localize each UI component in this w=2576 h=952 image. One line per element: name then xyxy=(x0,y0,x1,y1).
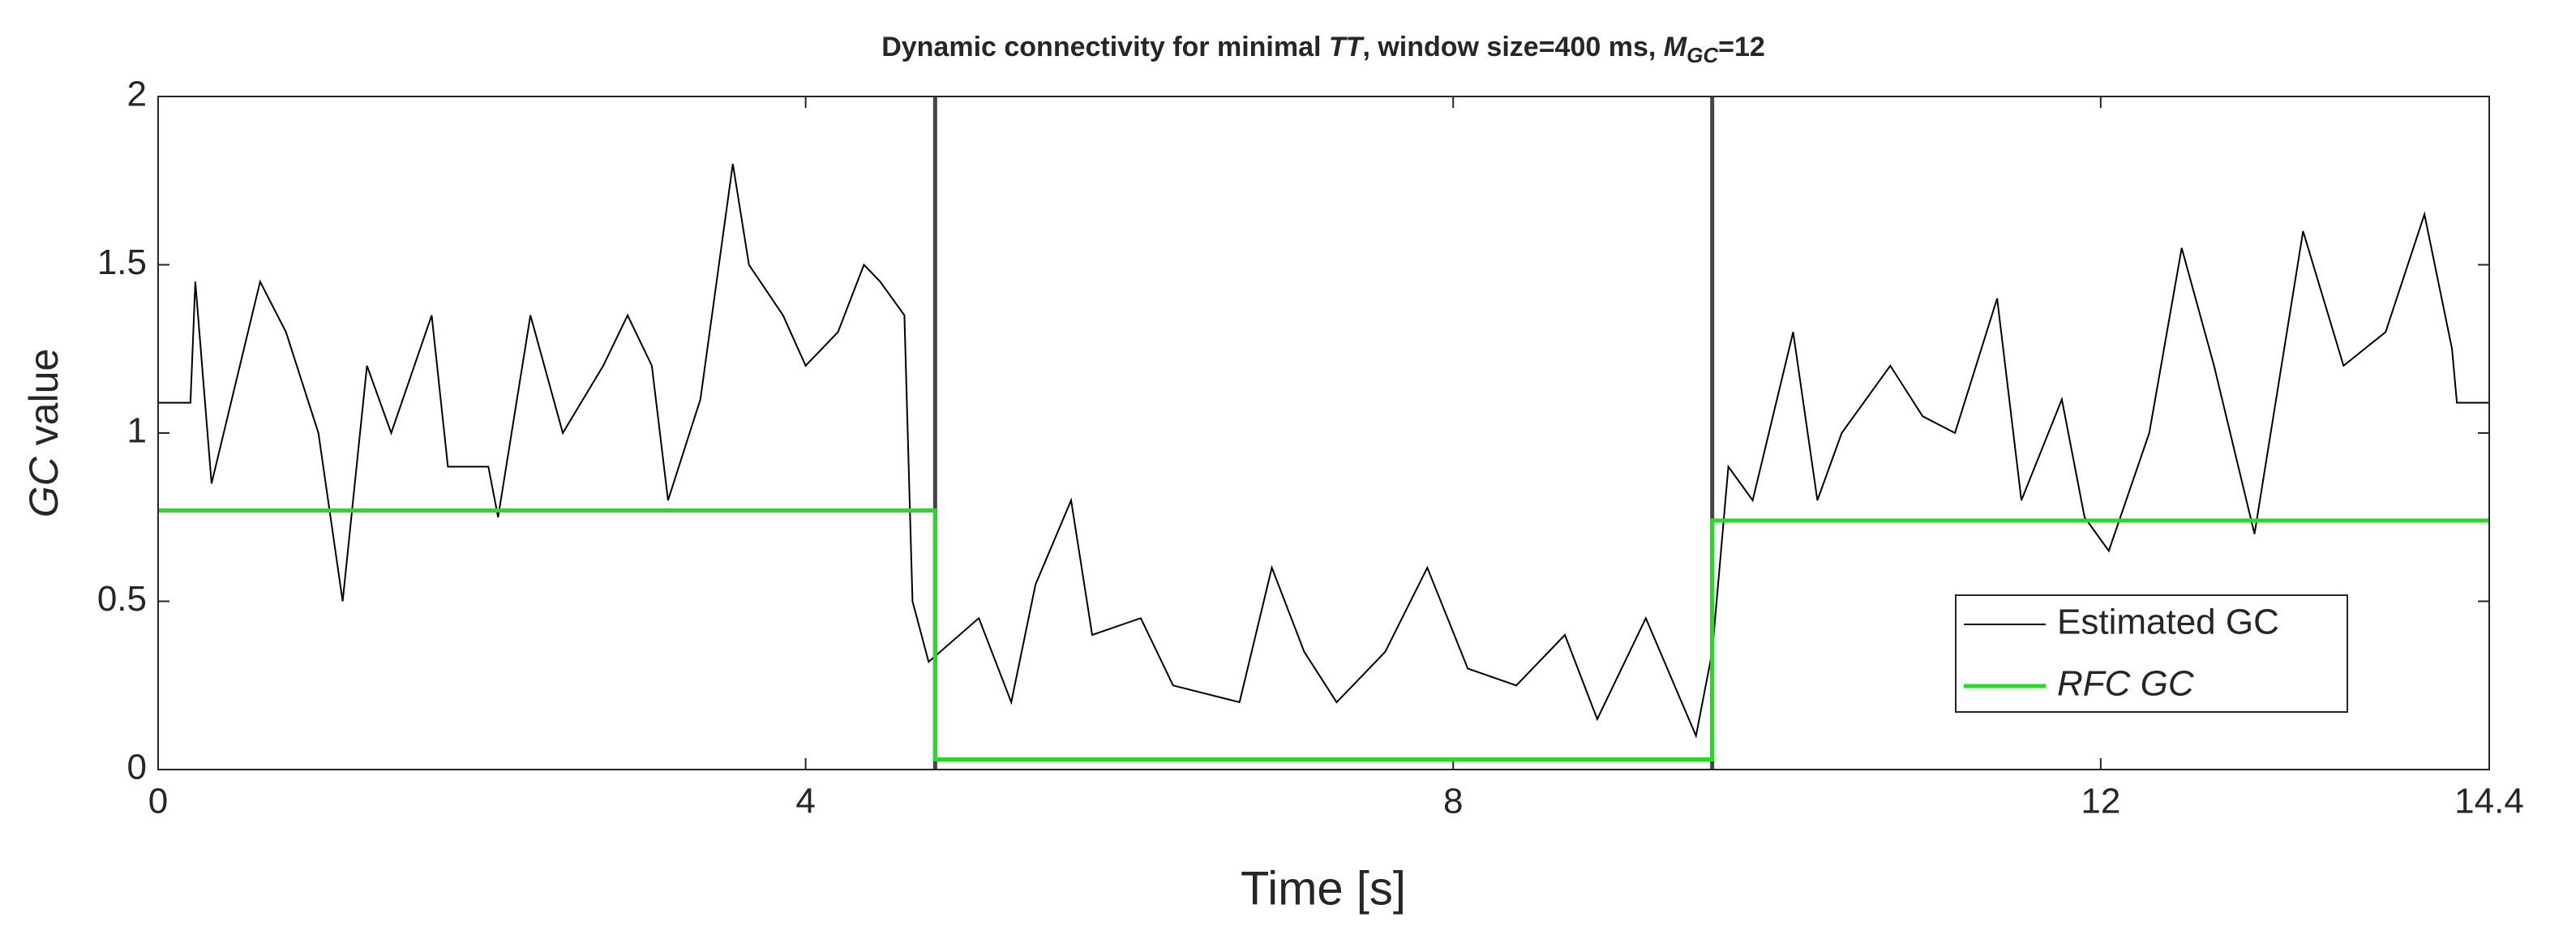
title-part: GC xyxy=(1687,43,1719,67)
y-tick-label: 0 xyxy=(127,748,147,787)
title-part: , window size=400 ms, xyxy=(1362,32,1663,62)
y-label-part: GC xyxy=(21,456,66,517)
x-tick-label: 12 xyxy=(2081,782,2120,821)
x-tick-label: 0 xyxy=(148,782,168,821)
y-tick-label: 2 xyxy=(127,75,147,114)
x-tick-label: 4 xyxy=(795,782,815,821)
legend: Estimated GC RFC GC xyxy=(1955,594,2348,713)
series-line xyxy=(158,163,2489,739)
legend-label: RFC GC xyxy=(2057,664,2195,704)
y-tick-label: 1.5 xyxy=(97,242,147,282)
legend-label: Estimated GC xyxy=(2057,603,2279,642)
legend-box xyxy=(1955,594,2348,713)
title-part: TT xyxy=(1329,32,1365,62)
title-part: M xyxy=(1664,32,1687,62)
y-tick-label: 1 xyxy=(127,411,147,451)
y-axis-label: GC value xyxy=(21,349,66,517)
y-tick-label: 0.5 xyxy=(97,579,147,619)
chart-title: Dynamic connectivity for minimal TT, win… xyxy=(881,32,1765,67)
x-tick-label: 14.4 xyxy=(2454,782,2524,821)
x-axis-label: Time [s] xyxy=(1241,862,1406,915)
axes-box xyxy=(157,96,2490,770)
x-tick-label: 8 xyxy=(1443,782,1463,821)
title-part: =12 xyxy=(1718,32,1765,62)
y-label-part: value xyxy=(21,349,66,457)
series-line xyxy=(158,508,2489,761)
title-part: Dynamic connectivity for minimal xyxy=(881,32,1329,62)
